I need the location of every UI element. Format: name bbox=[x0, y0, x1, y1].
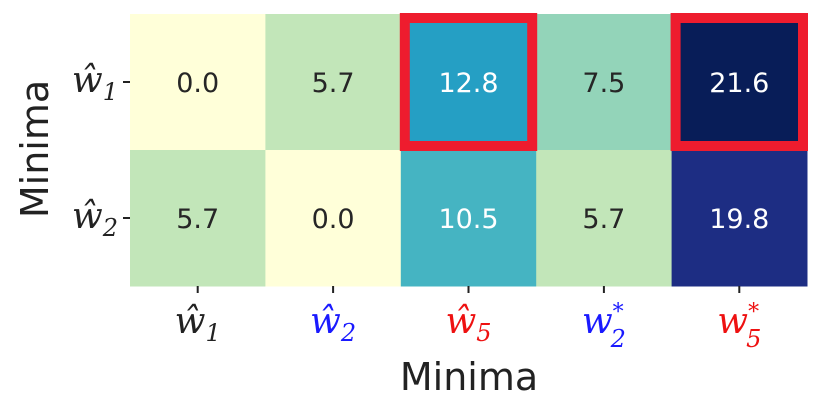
heatmap-cell-r2-c5 bbox=[671, 150, 808, 287]
cell-value-label: 19.8 bbox=[709, 204, 769, 235]
heatmap-cell-r2-c1 bbox=[130, 150, 266, 287]
cell-value-label: 0.0 bbox=[176, 68, 219, 99]
y-axis-label: Minima bbox=[13, 80, 57, 218]
highlight-boxes bbox=[399, 13, 808, 151]
x-axis-label: Minima bbox=[400, 355, 538, 399]
heatmap-cell-r1-c3 bbox=[400, 14, 537, 151]
tick-label: ŵ2 bbox=[310, 301, 356, 347]
x-axis-ticks: ŵ1 ŵ2 ŵ5 w* 2 w* 5 bbox=[175, 286, 761, 353]
heatmap-cell-r1-c4 bbox=[536, 14, 673, 151]
tick-label: ŵ1 bbox=[175, 301, 221, 347]
y-axis-ticks: ŵ1 ŵ2 bbox=[72, 60, 130, 242]
heatmap-cell-r1-c5 bbox=[671, 14, 808, 151]
highlight-box bbox=[399, 13, 538, 151]
cell-value-label: 21.6 bbox=[709, 68, 769, 99]
heatmap-cells: 0.0 5.7 12.8 7.5 21.6 5.7 0.0 10.5 5.7 19.8 bbox=[130, 14, 808, 287]
cell-value-label: 5.7 bbox=[176, 204, 219, 235]
tick-label: ŵ1 bbox=[72, 60, 118, 106]
tick-label: w* 2 bbox=[582, 300, 626, 353]
heatmap-cell-r2-c2 bbox=[265, 150, 402, 287]
heatmap-cell-r1-c2 bbox=[265, 14, 402, 151]
tick-label: ŵ2 bbox=[72, 196, 118, 242]
tick-label: w* 5 bbox=[717, 300, 761, 353]
cell-value-label: 12.8 bbox=[438, 68, 498, 99]
highlight-box bbox=[670, 13, 808, 151]
heatmap-cell-r1-c1 bbox=[130, 14, 266, 151]
cell-value-label: 0.0 bbox=[312, 204, 355, 235]
cell-value-label: 5.7 bbox=[312, 68, 355, 99]
tick-label: ŵ5 bbox=[445, 301, 491, 347]
cell-value-label: 10.5 bbox=[438, 204, 498, 235]
cell-value-label: 7.5 bbox=[582, 68, 625, 99]
cell-value-label: 5.7 bbox=[582, 204, 625, 235]
heatmap-cell-r2-c4 bbox=[536, 150, 673, 287]
heatmap-cell-r2-c3 bbox=[400, 150, 537, 287]
